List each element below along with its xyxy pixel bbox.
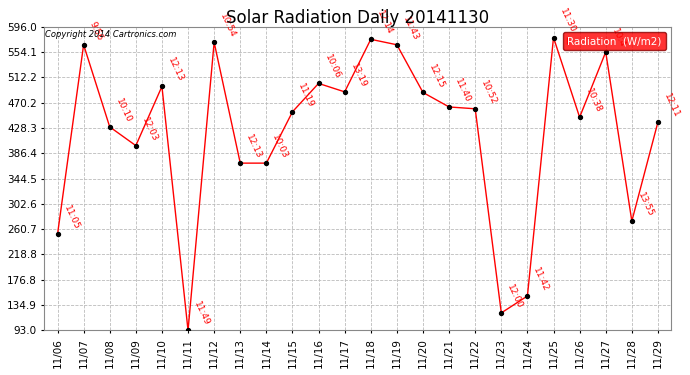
Point: [78, 42, 89, 48]
Text: 10:54: 10:54: [218, 12, 237, 40]
Point: [600, 49, 611, 55]
Point: [365, 36, 376, 42]
Point: [157, 83, 168, 89]
Text: 12:11: 12:11: [662, 92, 681, 119]
Text: 11:40: 11:40: [453, 77, 472, 104]
Point: [183, 327, 194, 333]
Point: [339, 89, 351, 95]
Point: [208, 39, 219, 45]
Point: [313, 80, 324, 86]
Text: 11:30: 11:30: [558, 8, 577, 35]
Text: 11:05: 11:05: [61, 204, 81, 232]
Point: [496, 310, 507, 316]
Text: 10:10: 10:10: [114, 97, 133, 124]
Point: [52, 231, 63, 237]
Point: [130, 142, 141, 148]
Point: [261, 160, 272, 166]
Text: 12:00: 12:00: [506, 283, 524, 310]
Text: 12:13: 12:13: [244, 133, 264, 160]
Legend: Radiation  (W/m2): Radiation (W/m2): [563, 32, 666, 50]
Text: 11:49: 11:49: [193, 300, 211, 328]
Point: [548, 34, 559, 40]
Point: [235, 160, 246, 166]
Text: 10:52: 10:52: [480, 79, 498, 106]
Text: 12:15: 12:15: [427, 63, 446, 90]
Point: [574, 114, 585, 120]
Text: 13:55: 13:55: [636, 191, 655, 218]
Text: 10:38: 10:38: [584, 87, 603, 114]
Text: 10:06: 10:06: [323, 53, 342, 81]
Text: 10:4: 10:4: [610, 27, 627, 49]
Point: [444, 104, 455, 110]
Title: Solar Radiation Daily 20141130: Solar Radiation Daily 20141130: [226, 9, 489, 27]
Text: 13:19: 13:19: [349, 62, 368, 89]
Text: 12:13: 12:13: [166, 57, 185, 84]
Point: [522, 293, 533, 299]
Text: 11:43: 11:43: [401, 15, 420, 42]
Text: 9:56: 9:56: [88, 20, 104, 42]
Point: [417, 90, 428, 96]
Point: [287, 109, 298, 115]
Text: 11:42: 11:42: [531, 266, 551, 293]
Point: [627, 218, 638, 224]
Point: [470, 106, 481, 112]
Text: 12:14: 12:14: [375, 9, 394, 36]
Point: [391, 42, 402, 48]
Point: [104, 124, 115, 130]
Text: 12:03: 12:03: [140, 116, 159, 143]
Text: 11:19: 11:19: [297, 82, 316, 109]
Text: Copyright 2014 Cartronics.com: Copyright 2014 Cartronics.com: [45, 30, 177, 39]
Text: 10:03: 10:03: [270, 133, 290, 160]
Point: [653, 119, 664, 125]
